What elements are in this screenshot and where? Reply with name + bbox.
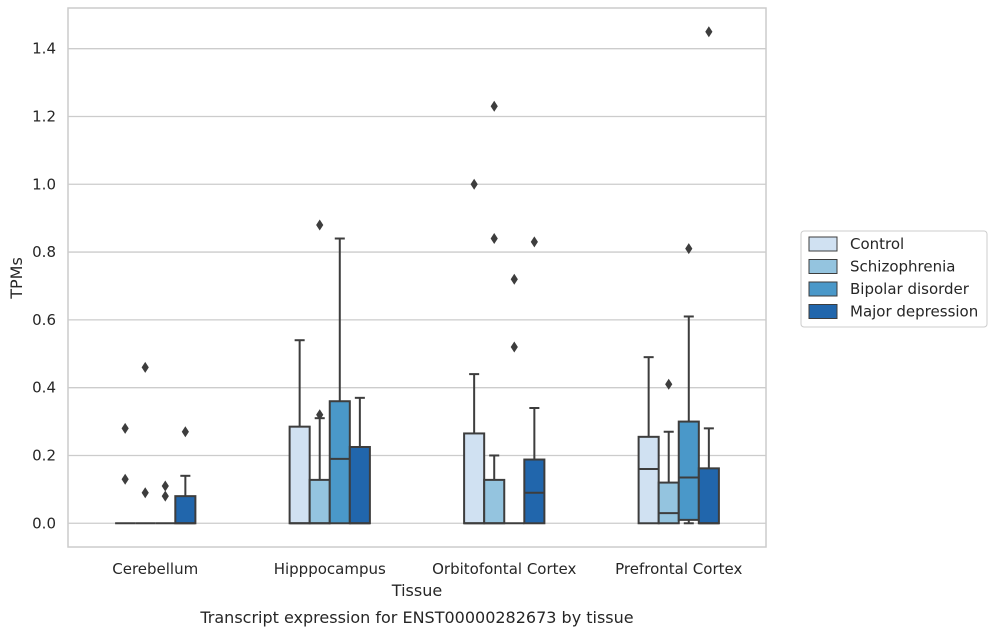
chart-caption: Transcript expression for ENST0000028267…: [199, 608, 633, 627]
box-bipolar-disorder: [328, 237, 351, 525]
outlier-point: [705, 26, 713, 38]
outlier-point: [685, 243, 693, 255]
y-tick-label: 0.4: [32, 379, 56, 397]
outlier-point: [121, 473, 129, 485]
legend: Control Schizophrenia Bipolar disorder Majo…: [800, 230, 988, 328]
box-body: [328, 400, 351, 525]
box-body: [308, 478, 331, 525]
y-tick-label: 0.6: [32, 311, 56, 329]
x-tick-label: Hipppocampus: [274, 560, 386, 578]
box-schizophrenia: [135, 361, 156, 525]
y-tick-label: 1.4: [32, 40, 56, 58]
box-body: [523, 458, 546, 525]
box-schizophrenia: [483, 100, 506, 525]
x-tick-label: Cerebellum: [112, 560, 198, 578]
outlier-point: [316, 219, 324, 231]
outlier-point: [490, 100, 498, 112]
outlier-point: [161, 490, 169, 502]
plot-area-border: [67, 7, 767, 548]
box-body: [677, 420, 700, 521]
outlier-point: [141, 487, 149, 499]
y-tick-label: 1.2: [32, 107, 56, 125]
x-tick-label: Orbitofontal Cortex: [432, 560, 576, 578]
box-body: [463, 432, 486, 525]
box-body: [657, 481, 680, 525]
outlier-point: [121, 422, 129, 434]
legend-swatch: [808, 236, 838, 252]
legend-label: Bipolar disorder: [850, 280, 970, 298]
legend-label: Schizophrenia: [850, 258, 955, 276]
outlier-point: [490, 233, 498, 245]
outlier-point: [161, 480, 169, 492]
boxes-layer: [115, 26, 720, 525]
x-axis-title: Tissue: [391, 581, 442, 600]
y-axis-title: TPMs: [7, 257, 26, 300]
box-body: [697, 467, 720, 525]
outlier-point: [510, 273, 518, 285]
box-body: [348, 445, 371, 525]
x-tick-labels: Cerebellum Hipppocampus Orbitofontal Corte…: [112, 560, 742, 578]
legend-label: Control: [850, 235, 904, 253]
legend-swatch: [808, 259, 838, 274]
box-bipolar-disorder: [677, 243, 700, 525]
box-schizophrenia: [657, 378, 680, 525]
box-body: [288, 425, 311, 525]
legend-label: Major depression: [850, 303, 978, 321]
x-tick-label: Prefrontal Cortex: [615, 560, 742, 578]
outlier-point: [181, 426, 189, 438]
y-tick-labels: 0.0 0.2 0.4 0.6 0.8 1.0 1.2 1.4: [32, 40, 56, 533]
y-tick-label: 0.2: [32, 446, 56, 464]
box-bipolar-disorder: [155, 480, 176, 525]
box-body: [174, 495, 197, 525]
y-tick-label: 0.0: [32, 514, 56, 532]
box-major-depression: [697, 26, 720, 525]
legend-swatch: [808, 304, 838, 319]
y-tick-label: 0.8: [32, 243, 56, 261]
legend-frame: [800, 230, 988, 328]
box-major-depression: [174, 426, 197, 525]
gridlines: [68, 48, 766, 524]
box-control: [115, 422, 136, 525]
box-control: [463, 178, 486, 525]
y-tick-label: 1.0: [32, 175, 56, 193]
box-bipolar-disorder: [504, 273, 525, 525]
outlier-point: [530, 236, 538, 248]
outlier-point: [316, 409, 324, 421]
outlier-point: [470, 178, 478, 190]
outlier-point: [510, 341, 518, 353]
box-control: [637, 356, 660, 525]
outlier-point: [665, 378, 673, 390]
legend-swatch: [808, 281, 838, 297]
box-major-depression: [348, 396, 371, 525]
box-schizophrenia: [308, 219, 331, 525]
box-control: [288, 339, 311, 525]
box-major-depression: [523, 236, 546, 525]
box-body: [483, 478, 506, 525]
outlier-point: [141, 361, 149, 373]
box-body: [637, 435, 660, 525]
